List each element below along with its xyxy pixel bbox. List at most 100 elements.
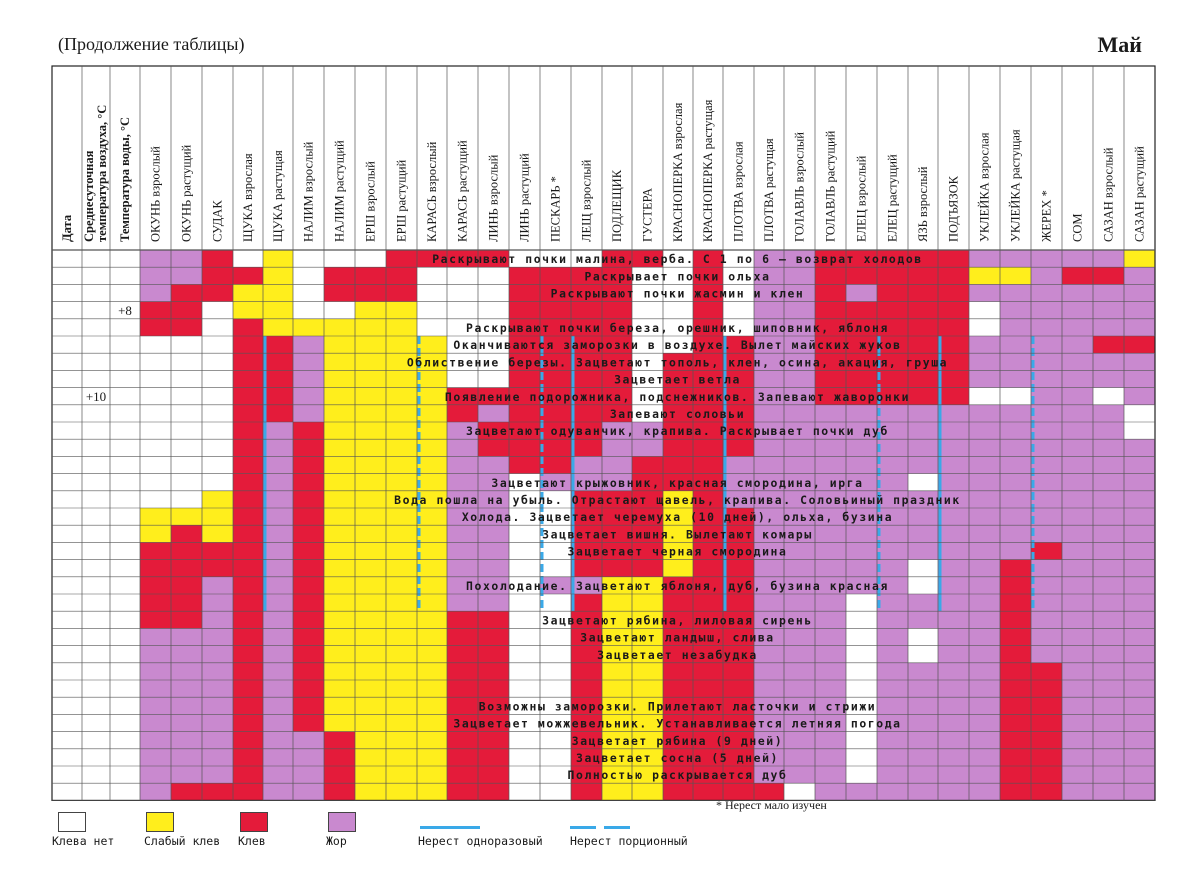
col-header: ПОДЛЕЩИК [610,169,624,242]
day-cell [571,628,602,646]
day-cell [202,370,233,388]
day-cell [263,336,293,354]
day-cell [877,508,908,526]
day-cell [1000,422,1031,440]
day-cell [478,542,509,560]
day-cell [815,731,846,749]
day-cell [386,456,417,474]
day-cell [417,301,447,319]
day-cell [140,594,171,612]
day-cell [52,611,82,629]
day-cell [754,697,784,715]
day-cell [509,250,540,268]
day-cell [1031,662,1062,680]
day-cell [233,267,263,285]
col-header: ГОЛАВЛЬ взрослый [793,132,807,242]
day-cell [846,783,877,801]
day-cell [52,680,82,698]
day-cell [969,628,1000,646]
event-text: Зацветает вишня. Вылетают комары [542,527,813,541]
day-cell [693,748,723,766]
day-cell [1124,387,1155,405]
day-cell [1062,645,1093,663]
day-cell [202,628,233,646]
day-cell [938,559,969,577]
day-cell [602,473,632,491]
day-cell [417,318,447,336]
day-cell [969,611,1000,629]
day-cell [969,645,1000,663]
day-cell [386,439,417,457]
day-cell [233,284,263,302]
day-cell [110,439,140,457]
day-cell [82,576,110,594]
day-cell [693,731,723,749]
day-cell [877,456,908,474]
day-cell [202,783,233,801]
day-cell [140,490,171,508]
day-cell [815,490,846,508]
day-cell [723,594,754,612]
day-cell [478,439,509,457]
day-cell [263,267,293,285]
day-cell [110,766,140,784]
day-cell [293,662,324,680]
day-cell [447,404,478,422]
day-cell [355,645,386,663]
day-cell [663,353,693,371]
day-cell [815,387,846,405]
day-cell [602,628,632,646]
day-cell [1000,301,1031,319]
day-cell [571,576,602,594]
day-cell [202,748,233,766]
water-temp-mark: +10 [86,389,106,404]
day-cell [1093,284,1124,302]
day-cell [263,387,293,405]
day-cell [908,783,938,801]
day-cell [938,645,969,663]
temperature-marks-layer: +8 +10 [86,303,132,404]
day-cell [202,318,233,336]
day-cell [140,318,171,336]
day-cell [1031,318,1062,336]
day-cell [571,456,602,474]
day-cell [784,559,815,577]
day-cell [1031,370,1062,388]
day-cell [1031,387,1062,405]
day-cell [140,301,171,319]
day-cell [602,731,632,749]
day-cell [877,336,908,354]
day-cell [1031,301,1062,319]
day-cell [263,456,293,474]
day-cell [386,576,417,594]
day-cell [693,697,723,715]
day-cell [509,714,540,732]
day-cell [571,559,602,577]
day-cell [386,336,417,354]
day-cell [969,336,1000,354]
day-cell [263,525,293,543]
day-cell [386,645,417,663]
day-cell [969,439,1000,457]
day-cell [478,250,509,268]
col-header: ЩУКА взрослая [241,153,255,242]
day-cell [663,525,693,543]
day-cell [723,748,754,766]
day-cell [1124,662,1155,680]
day-cell [140,748,171,766]
day-cell [938,353,969,371]
day-cell [293,250,324,268]
day-cell [693,353,723,371]
day-cell [784,318,815,336]
day-cell [1062,473,1093,491]
legend-swatch-feeding [328,812,356,832]
day-cell [1093,697,1124,715]
day-cell [908,714,938,732]
col-header: ПЛОТВА растущая [762,138,776,242]
day-cell [171,318,202,336]
day-cell [82,645,110,663]
day-cell [202,525,233,543]
day-cell [293,318,324,336]
day-cell [540,594,571,612]
day-cell [969,422,1000,440]
